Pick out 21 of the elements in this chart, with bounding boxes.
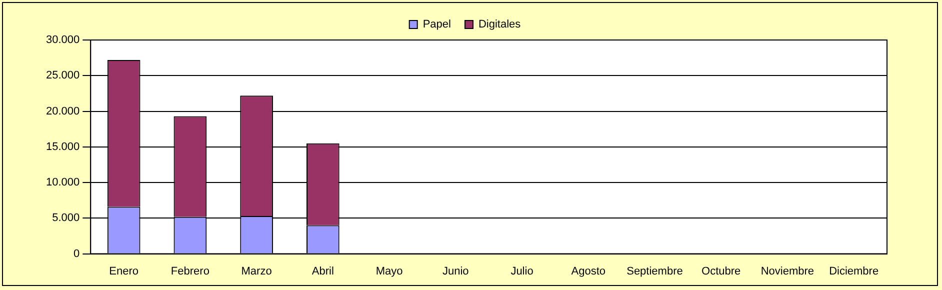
y-tick-label: 10.000 (46, 176, 80, 189)
x-tick-label: Diciembre (829, 265, 879, 278)
y-tick-label: 15.000 (46, 140, 80, 153)
x-tick-label: Marzo (241, 265, 272, 278)
x-tick-label: Septiembre (626, 265, 683, 278)
x-tick-label: Mayo (376, 265, 403, 278)
legend-label: Papel (422, 18, 451, 31)
x-tick-label: Febrero (170, 265, 210, 278)
x-tick-label: Abril (312, 265, 334, 278)
x-tick-label: Noviembre (760, 265, 814, 278)
x-tick-label: Enero (109, 265, 139, 278)
x-tick-label: Junio (442, 265, 469, 278)
legend-label: Digitales (478, 18, 522, 31)
x-tick-label: Agosto (571, 265, 606, 278)
x-tick-label: Octubre (702, 265, 741, 278)
y-tick-label: 5.000 (52, 212, 80, 224)
y-tick-label: 25.000 (46, 70, 80, 82)
x-tick-label: Julio (510, 265, 534, 278)
y-tick-label: 0 (74, 248, 80, 260)
y-tick-label: 30.000 (46, 34, 80, 46)
y-tick-label: 20.000 (46, 105, 80, 118)
